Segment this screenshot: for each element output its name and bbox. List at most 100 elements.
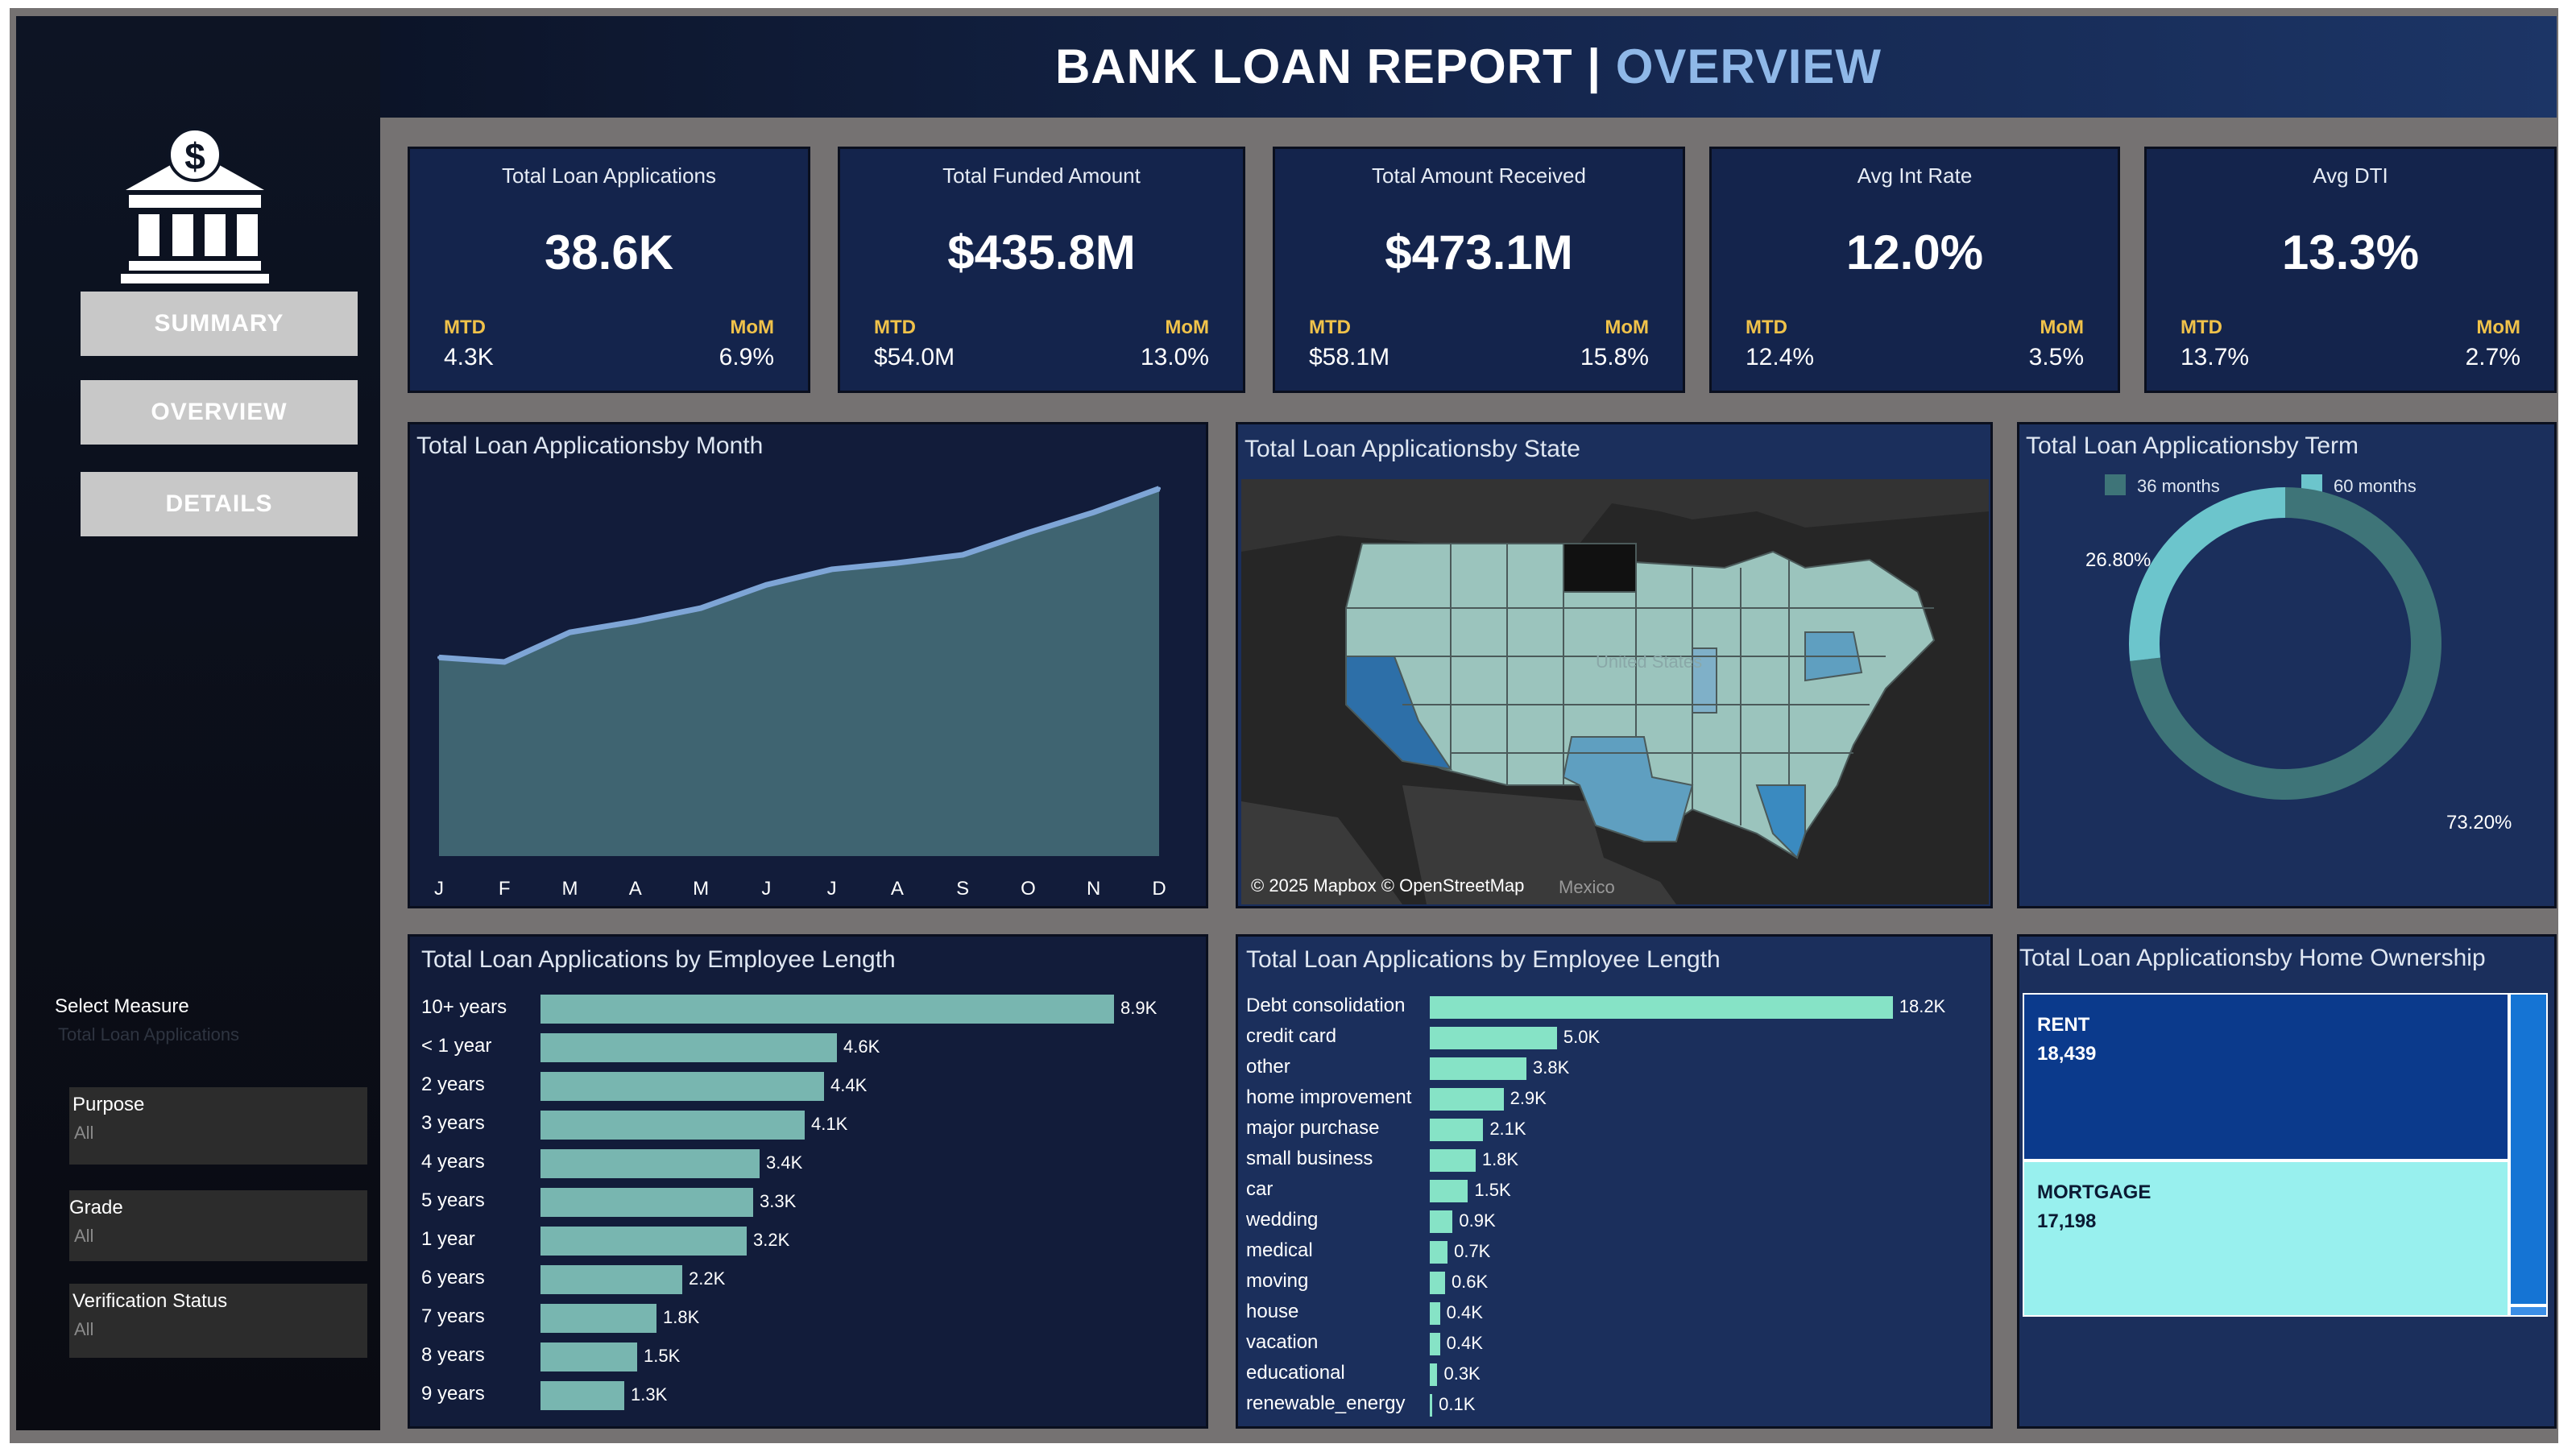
bar-category-label: small business: [1246, 1148, 1373, 1169]
bar[interactable]: [1430, 1180, 1468, 1202]
home-ownership-treemap[interactable]: RENT 18,439 MORTGAGE 17,198: [2023, 993, 2549, 1317]
bar-value-label: 0.6K: [1451, 1272, 1489, 1292]
slice-label: 73.20%: [2446, 812, 2512, 834]
bar-category-label: 6 years: [421, 1267, 485, 1289]
nav-summary-button[interactable]: SUMMARY: [81, 292, 358, 356]
bar[interactable]: [1430, 1027, 1557, 1049]
x-tick-label: M: [693, 878, 709, 900]
select-measure-value[interactable]: Total Loan Applications: [58, 1024, 240, 1045]
bar-value-label: 0.9K: [1459, 1210, 1496, 1231]
treemap-cell[interactable]: MORTGAGE 17,198: [2023, 1160, 2509, 1317]
kpi-value: 13.3%: [2281, 225, 2420, 279]
kpi-mom-label: MoM: [1165, 316, 1209, 338]
kpi-card: Avg DTI 13.3% MTD 13.7% MoM 2.7%: [2144, 147, 2557, 393]
x-tick-label: D: [1152, 878, 1166, 900]
bar-category-label: 3 years: [421, 1112, 485, 1134]
bar-value-label: 3.8K: [1533, 1057, 1570, 1078]
term-donut-chart: 73.20% 26.80%: [2085, 487, 2512, 834]
kpi-mom-label: MoM: [2040, 316, 2084, 338]
kpi-mom-value: 6.9%: [719, 344, 774, 370]
data-point: [961, 552, 965, 556]
grade-filter[interactable]: Grade All: [69, 1190, 367, 1261]
kpi-title: Avg DTI: [2313, 163, 2388, 188]
kpi-mom-value: 15.8%: [1580, 344, 1649, 370]
bar[interactable]: [540, 1072, 824, 1101]
map-mexico-label: Mexico: [1559, 877, 1615, 897]
bar-category-label: wedding: [1246, 1209, 1319, 1231]
bar[interactable]: [1430, 1363, 1438, 1386]
bar[interactable]: [1430, 1272, 1445, 1294]
bar-category-label: < 1 year: [421, 1035, 492, 1057]
kpi-mom-value: 2.7%: [2465, 344, 2520, 370]
bar[interactable]: [1430, 1088, 1504, 1111]
kpi-mtd-label: MTD: [874, 316, 916, 338]
bar-value-label: 3.4K: [766, 1152, 803, 1173]
bar-category-label: medical: [1246, 1239, 1313, 1261]
kpi-title: Total Funded Amount: [942, 163, 1141, 188]
treemap-cell[interactable]: [2509, 1305, 2548, 1317]
state-map-title: Total Loan Applicationsby State: [1245, 436, 1580, 462]
bar-category-label: 2 years: [421, 1074, 485, 1095]
bar[interactable]: [1430, 1333, 1440, 1355]
bar[interactable]: [1430, 1057, 1526, 1080]
donut-slice: [2129, 487, 2285, 661]
emp-length-bar-chart: 10+ years 8.9K < 1 year 4.6K 2 years 4.4K 3 ye…: [410, 937, 1206, 1426]
bar[interactable]: [1430, 1210, 1453, 1233]
kpi-mtd-label: MTD: [1309, 316, 1351, 338]
kpi-card: Total Amount Received $473.1M MTD $58.1M MoM…: [1273, 147, 1685, 393]
bar-value-label: 0.3K: [1443, 1363, 1481, 1384]
bar[interactable]: [540, 1343, 637, 1371]
data-point: [1091, 511, 1095, 515]
area-line: [438, 486, 1161, 665]
bar[interactable]: [1430, 1302, 1440, 1325]
kpi-mtd-label: MTD: [444, 316, 486, 338]
us-state-map[interactable]: United States Mexico © 2025 Mapbox © Ope…: [1241, 479, 1989, 904]
bar-category-label: car: [1246, 1178, 1274, 1200]
bar-value-label: 0.4K: [1446, 1302, 1483, 1322]
treemap-cell-label: RENT: [2037, 1014, 2090, 1036]
bar-category-label: educational: [1246, 1362, 1345, 1384]
bar[interactable]: [1430, 1241, 1448, 1264]
page-title: BANK LOAN REPORT | OVERVIEW: [380, 39, 2557, 94]
kpi-mtd-label: MTD: [1746, 316, 1787, 338]
x-tick-label: J: [434, 878, 444, 900]
bar-value-label: 1.5K: [644, 1346, 681, 1366]
nav-overview-button[interactable]: OVERVIEW: [81, 380, 358, 445]
purpose-filter[interactable]: Purpose All: [69, 1087, 367, 1165]
bar[interactable]: [540, 1149, 760, 1178]
bar[interactable]: [540, 1033, 837, 1062]
legend-label-60: 60 months: [2334, 476, 2417, 496]
treemap-cell[interactable]: RENT 18,439: [2023, 993, 2509, 1160]
bar[interactable]: [540, 1304, 656, 1333]
bar[interactable]: [1430, 1394, 1433, 1417]
kpi-mom-label: MoM: [730, 316, 774, 338]
bank-logo-icon: $: [121, 127, 269, 283]
bar-value-label: 1.3K: [631, 1384, 668, 1405]
nav-details-button[interactable]: DETAILS: [81, 472, 358, 536]
bar[interactable]: [540, 1265, 682, 1294]
verification-filter[interactable]: Verification Status All: [69, 1284, 367, 1358]
map-attribution[interactable]: © 2025 Mapbox © OpenStreetMap: [1251, 875, 1524, 896]
bar[interactable]: [1430, 1119, 1484, 1141]
bar-category-label: 8 years: [421, 1344, 485, 1366]
data-point: [764, 583, 768, 587]
bar[interactable]: [1430, 996, 1893, 1019]
kpi-mom-value: 3.5%: [2028, 344, 2084, 370]
bar[interactable]: [540, 1381, 624, 1410]
title-accent: OVERVIEW: [1615, 39, 1882, 93]
data-point: [503, 660, 507, 664]
purpose-bar-chart: Debt consolidation 18.2K credit card 5.0K ot…: [1238, 937, 1990, 1426]
kpi-card: Total Funded Amount $435.8M MTD $54.0M MoM 13…: [838, 147, 1245, 393]
bar[interactable]: [540, 1188, 753, 1217]
data-point: [1158, 486, 1161, 490]
bar-value-label: 0.7K: [1454, 1241, 1491, 1261]
bar[interactable]: [1430, 1149, 1476, 1172]
treemap-cell[interactable]: [2509, 993, 2548, 1305]
bar[interactable]: [540, 995, 1114, 1024]
bar-value-label: 0.1K: [1439, 1394, 1476, 1414]
bar[interactable]: [540, 1227, 747, 1256]
grade-filter-label: Grade: [69, 1197, 123, 1218]
data-point: [633, 619, 637, 623]
bar[interactable]: [540, 1111, 805, 1140]
